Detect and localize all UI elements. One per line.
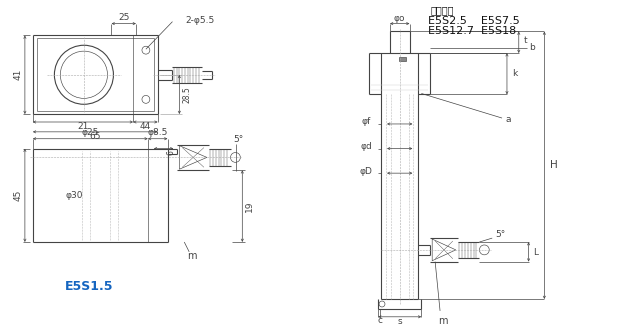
- Text: φ30: φ30: [65, 191, 83, 200]
- Text: φd: φd: [361, 142, 372, 151]
- Text: 5°: 5°: [233, 135, 243, 144]
- Text: c: c: [377, 316, 383, 325]
- Text: φ8.5: φ8.5: [147, 128, 168, 137]
- Text: φ25: φ25: [82, 128, 99, 137]
- Text: 28.5: 28.5: [183, 86, 192, 103]
- Text: 6: 6: [167, 150, 176, 155]
- Text: 2-φ5.5: 2-φ5.5: [185, 16, 214, 25]
- Text: 19: 19: [245, 200, 254, 212]
- Text: m: m: [187, 251, 197, 261]
- Bar: [399, 57, 406, 61]
- Text: φf: φf: [362, 117, 371, 126]
- Text: 44: 44: [140, 123, 151, 131]
- Text: b: b: [529, 43, 535, 52]
- Text: 适用机型: 适用机型: [430, 5, 454, 15]
- Text: L: L: [533, 248, 538, 257]
- Text: t: t: [524, 36, 527, 45]
- Text: 65: 65: [90, 132, 101, 141]
- Text: s: s: [397, 317, 402, 326]
- Text: φD: φD: [360, 167, 373, 176]
- Text: 45: 45: [14, 190, 23, 201]
- Text: φo: φo: [394, 14, 406, 23]
- Text: 21: 21: [77, 123, 89, 131]
- Text: 25: 25: [118, 13, 129, 22]
- Text: H: H: [550, 160, 558, 170]
- Text: k: k: [512, 69, 517, 78]
- Text: E5S1.5: E5S1.5: [64, 280, 113, 293]
- Text: E5S12.7  E5S18: E5S12.7 E5S18: [428, 26, 516, 37]
- Text: 5°: 5°: [495, 230, 506, 239]
- Text: a: a: [506, 114, 511, 124]
- Text: E5S2.5    E5S7.5: E5S2.5 E5S7.5: [428, 16, 520, 26]
- Text: m: m: [439, 316, 448, 326]
- Text: 41: 41: [14, 69, 23, 81]
